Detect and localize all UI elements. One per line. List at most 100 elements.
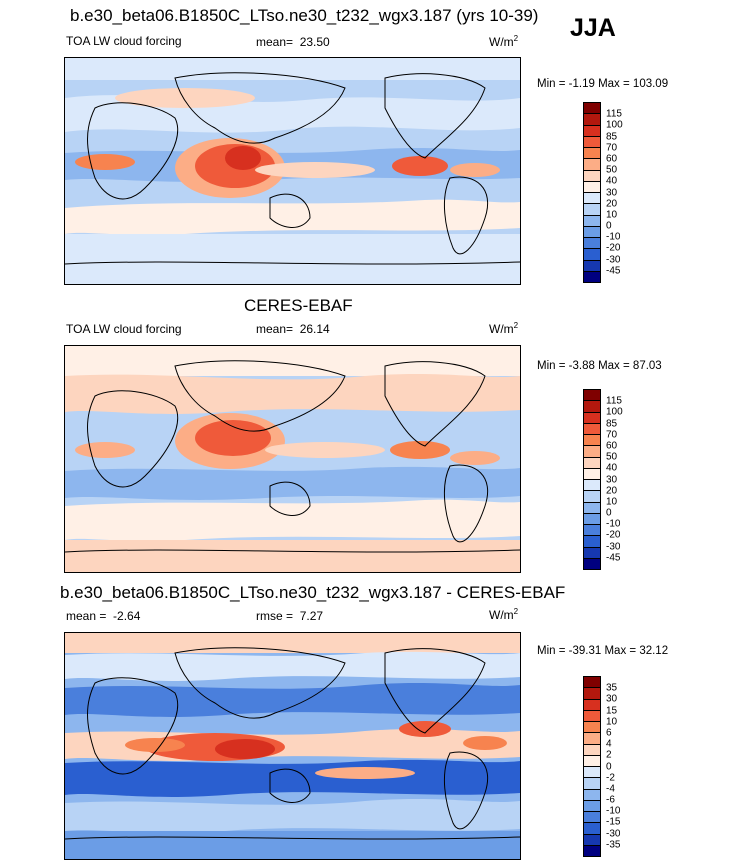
panel-2-units-base: W/m xyxy=(489,322,514,336)
colorbar-cell xyxy=(584,699,600,711)
colorbar-cell xyxy=(584,778,600,790)
colorbar-tick-label: -30 xyxy=(606,254,621,266)
panel-3-minmax: Min = -39.31 Max = 32.12 xyxy=(537,645,668,657)
colorbar-tick-label: -30 xyxy=(606,828,621,840)
colorbar-cell xyxy=(584,468,600,480)
panel-2-units-sup: 2 xyxy=(513,321,519,330)
panel-3-units-sup: 2 xyxy=(513,607,519,616)
panel-1-mean-label: mean= xyxy=(256,35,294,49)
panel-3-map xyxy=(64,632,521,860)
colorbar-cell xyxy=(584,271,600,282)
panel-2-mean: mean= 26.14 xyxy=(256,322,330,336)
colorbar-cell xyxy=(584,722,600,734)
colorbar-tick-label: -10 xyxy=(606,231,621,243)
colorbar-cell xyxy=(584,733,600,745)
colorbar-cell xyxy=(584,812,600,824)
colorbar-cell xyxy=(584,260,600,272)
colorbar-cell xyxy=(584,845,600,856)
colorbar-cell xyxy=(584,547,600,559)
colorbar-tick-label: -2 xyxy=(606,772,615,784)
colorbar-cell xyxy=(584,513,600,525)
panel-2-max-label: Max = xyxy=(598,360,630,372)
panel-1-mean: mean= 23.50 xyxy=(256,35,330,49)
colorbar-tick-label: 10 xyxy=(606,209,618,221)
colorbar-cell xyxy=(584,457,600,469)
panel-1-mean-value: 23.50 xyxy=(299,35,330,49)
colorbar-tick-label: -6 xyxy=(606,794,615,806)
panel-1-variable: TOA LW cloud forcing xyxy=(66,34,182,48)
colorbar-tick-label: 30 xyxy=(606,474,618,485)
colorbar-tick-label: 4 xyxy=(606,738,612,750)
colorbar-cell xyxy=(584,800,600,812)
panel-1-min-value: -1.19 xyxy=(568,78,595,90)
colorbar-tick-label: 70 xyxy=(606,429,618,441)
panel-1-units: W/m2 xyxy=(489,34,518,49)
colorbar-cell xyxy=(584,823,600,835)
colorbar-tick-label: 40 xyxy=(606,462,618,474)
colorbar-cell xyxy=(584,125,600,137)
colorbar-cell xyxy=(584,226,600,238)
colorbar-cell xyxy=(584,249,600,261)
panel-3-min-value: -39.31 xyxy=(568,645,602,657)
colorbar-cell xyxy=(584,767,600,779)
colorbar-cell xyxy=(584,558,600,569)
colorbar-tick-label: -15 xyxy=(606,816,621,828)
colorbar-tick-label: 50 xyxy=(606,451,618,463)
colorbar-cell xyxy=(584,525,600,537)
panel-1-minmax: Min = -1.19 Max = 103.09 xyxy=(537,78,668,90)
panel-1-min-label: Min = xyxy=(537,78,566,90)
colorbar-cell xyxy=(584,181,600,193)
colorbar-tick-label: 50 xyxy=(606,164,618,176)
panel-1-colorbar xyxy=(583,102,601,283)
panel-2-map-svg xyxy=(65,346,520,572)
colorbar-tick-label: -30 xyxy=(606,541,621,553)
panel-1-map-svg xyxy=(65,58,520,284)
panel-3-mean-label: mean = xyxy=(66,609,107,623)
colorbar-tick-label: -35 xyxy=(606,839,621,851)
panel-3-max-label: Max = xyxy=(604,645,637,657)
colorbar-tick-label: 115 xyxy=(606,108,622,120)
colorbar-tick-label: -10 xyxy=(606,518,621,530)
colorbar-cell xyxy=(584,159,600,171)
colorbar-tick-label: 10 xyxy=(606,716,618,728)
colorbar-cell xyxy=(584,435,600,447)
season-label: JJA xyxy=(570,14,616,42)
colorbar-cell xyxy=(584,677,600,689)
colorbar-cell xyxy=(584,193,600,205)
colorbar-tick-label: -45 xyxy=(606,552,621,564)
panel-2-title: CERES-EBAF xyxy=(244,296,353,315)
panel-2-units: W/m2 xyxy=(489,321,518,336)
colorbar-tick-label: -45 xyxy=(606,265,621,277)
panel-2-colorbar xyxy=(583,389,601,570)
panel-2-max-value: 87.03 xyxy=(632,360,662,372)
colorbar-tick-label: 115 xyxy=(606,395,622,407)
colorbar-cell xyxy=(584,744,600,756)
panel-2-minmax: Min = -3.88 Max = 87.03 xyxy=(537,360,662,372)
panel-1-max-value: 103.09 xyxy=(632,78,669,90)
colorbar-tick-label: 85 xyxy=(606,131,618,143)
panel-2-min-value: -3.88 xyxy=(568,360,595,372)
panel-3-rmse-label: rmse = xyxy=(256,609,294,623)
colorbar-cell xyxy=(584,238,600,250)
panel-2-map xyxy=(64,345,521,573)
colorbar-cell xyxy=(584,136,600,148)
colorbar-tick-label: 85 xyxy=(606,418,618,430)
colorbar-tick-label: 40 xyxy=(606,175,618,187)
colorbar-tick-label: 6 xyxy=(606,727,612,739)
panel-2-min-label: Min = xyxy=(537,360,566,372)
panel-2-mean-label: mean= xyxy=(256,322,294,336)
colorbar-cell xyxy=(584,446,600,458)
colorbar-tick-label: 20 xyxy=(606,198,618,210)
colorbar-cell xyxy=(584,114,600,126)
colorbar-cell xyxy=(584,834,600,846)
panel-3-mean-value: -2.64 xyxy=(113,609,141,623)
panel-1-map xyxy=(64,57,521,285)
colorbar-cell xyxy=(584,401,600,413)
panel-3-colorbar xyxy=(583,676,601,857)
panel-1-units-sup: 2 xyxy=(513,34,519,43)
colorbar-cell xyxy=(584,170,600,182)
panel-1-title: b.e30_beta06.B1850C_LTso.ne30_t232_wgx3.… xyxy=(70,6,539,25)
colorbar-tick-label: 70 xyxy=(606,142,618,154)
panel-2-variable: TOA LW cloud forcing xyxy=(66,322,182,336)
colorbar-cell xyxy=(584,423,600,435)
